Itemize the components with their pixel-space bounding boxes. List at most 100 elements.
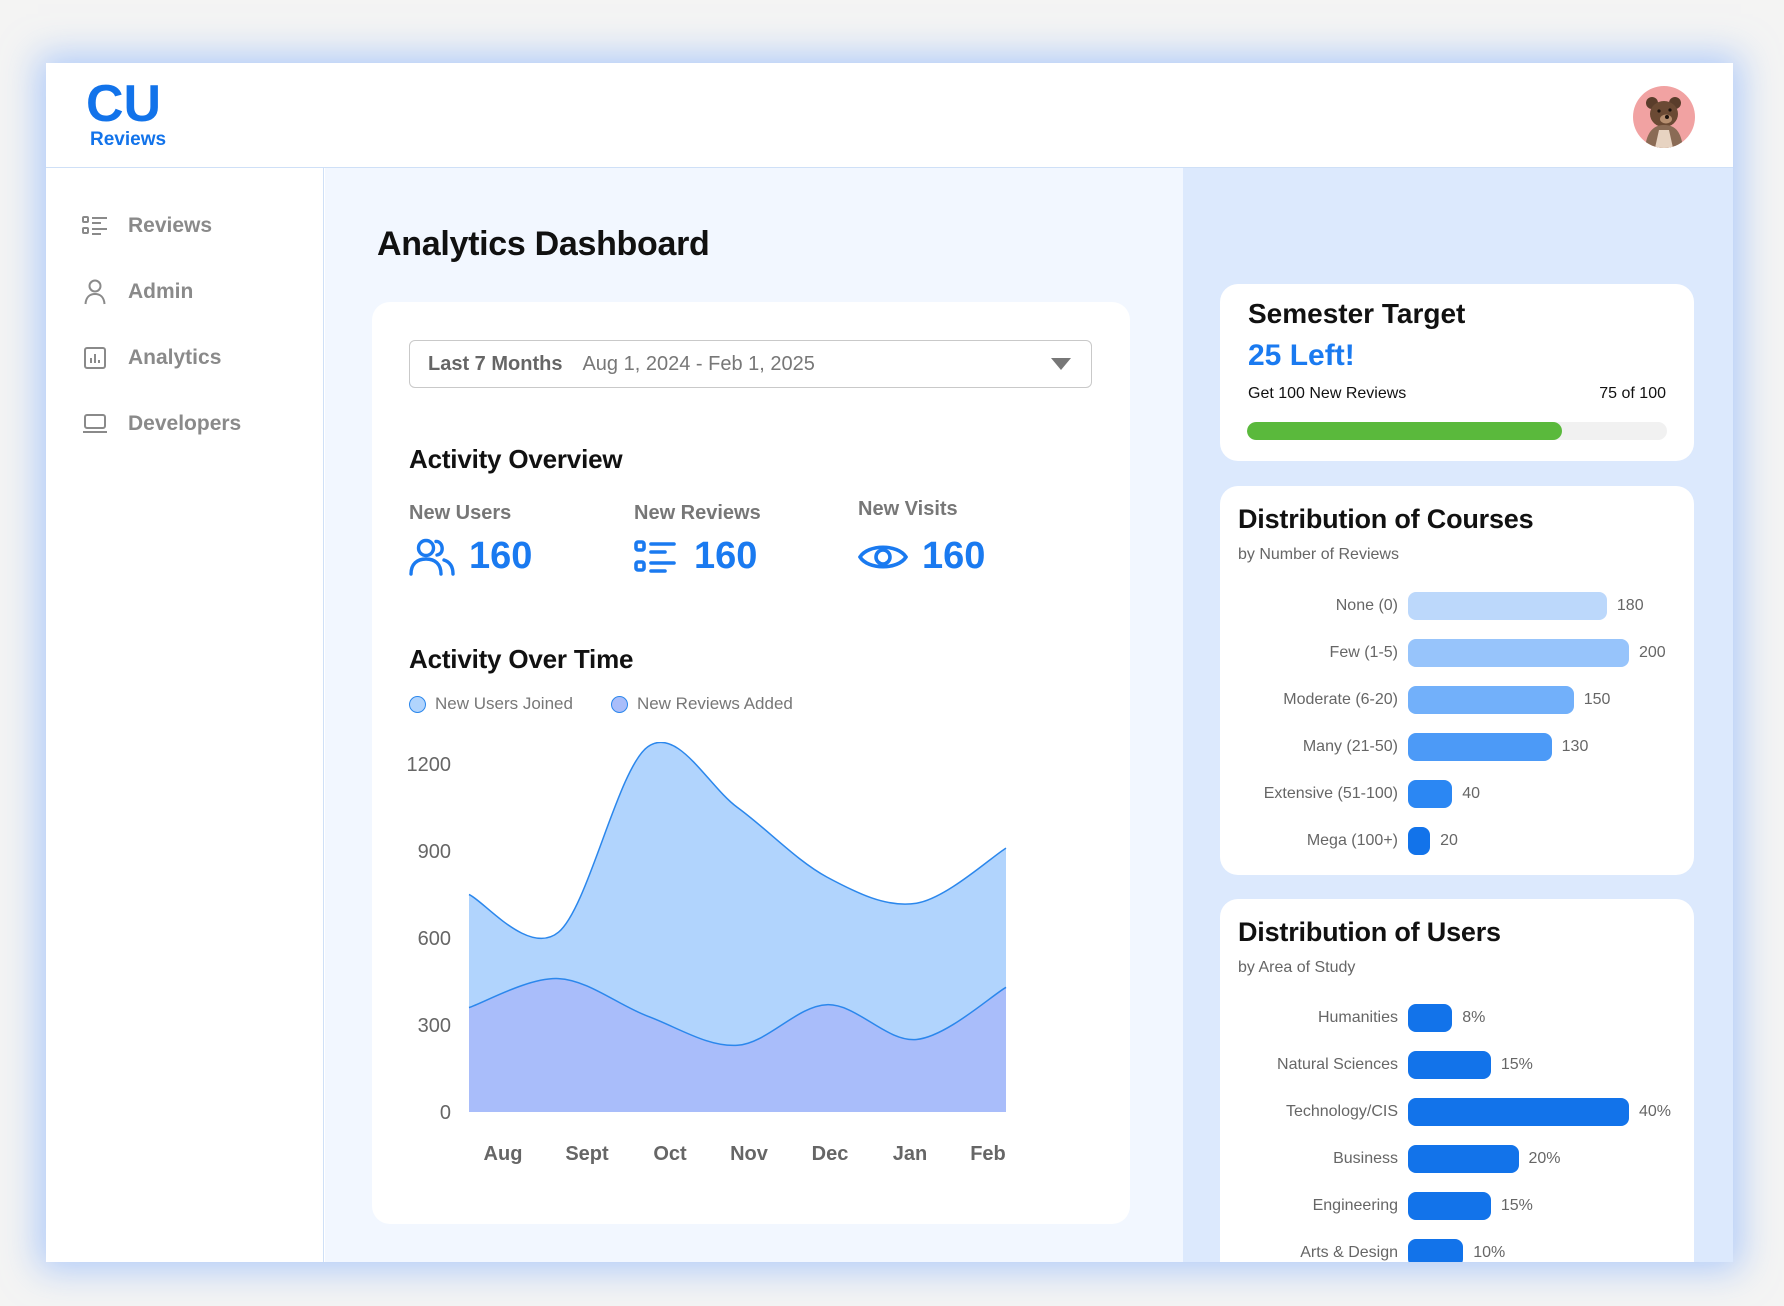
list-icon — [82, 213, 108, 239]
series-line-1 — [468, 977, 1007, 1047]
bar-category-label: Business — [1333, 1150, 1398, 1167]
bar-value-label: 40 — [1462, 785, 1480, 802]
users-chart-subtitle: by Area of Study — [1238, 959, 1356, 976]
bar-category-label: Few (1-5) — [1329, 644, 1398, 661]
bar-row: Moderate (6-20) 150 — [1220, 686, 1694, 716]
bar[interactable] — [1408, 639, 1629, 667]
logo-subtitle: Reviews — [90, 129, 167, 150]
bar-category-label: Natural Sciences — [1277, 1056, 1398, 1073]
bar[interactable] — [1408, 1051, 1491, 1079]
bar-value-label: 150 — [1583, 691, 1611, 708]
main-content: Analytics Dashboard Last 7 Months Aug 1,… — [325, 168, 1183, 1262]
sidebar-item-developers[interactable]: Developers — [82, 409, 241, 439]
x-tick-label: Aug — [484, 1143, 523, 1165]
activity-over-time-title: Activity Over Time — [409, 644, 634, 674]
bar-row: Few (1-5) 200 — [1220, 639, 1694, 669]
date-range-value: Aug 1, 2024 - Feb 1, 2025 — [582, 352, 815, 375]
bar-category-label: Humanities — [1317, 1009, 1398, 1026]
activity-area-chart: 1200 900 600 300 0 Aug Sept Oct Nov Dec Jan Feb — [407, 742, 1007, 1165]
legend-item-reviews[interactable]: New Reviews Added — [610, 694, 793, 714]
bar-category-label: Engineering — [1312, 1197, 1398, 1214]
bar-category-label: Extensive (51-100) — [1263, 785, 1398, 802]
stat-value: 160 — [922, 535, 986, 577]
x-tick-label: Oct — [653, 1143, 687, 1165]
bar-category-label: Moderate (6-20) — [1283, 691, 1398, 708]
stat-new-users: New Users 160 — [409, 502, 532, 578]
x-tick-label: Jan — [893, 1143, 927, 1165]
top-header: CU Reviews — [46, 63, 1733, 168]
bar-category-label: Many (21-50) — [1302, 738, 1398, 755]
courses-chart-subtitle: by Number of Reviews — [1238, 546, 1399, 563]
target-progress-text: 75 of 100 — [1599, 385, 1666, 402]
app-window: CU Reviews Reviews — [46, 63, 1733, 1262]
stat-new-reviews: New Reviews 160 — [634, 502, 761, 578]
y-tick-label: 0 — [440, 1102, 451, 1124]
sidebar-item-analytics[interactable]: Analytics — [82, 343, 221, 373]
bar-row: Extensive (51-100) 40 — [1220, 780, 1694, 810]
bar-value-label: 180 — [1616, 597, 1644, 614]
x-tick-label: Sept — [565, 1143, 609, 1165]
courses-chart-title: Distribution of Courses — [1238, 504, 1534, 534]
chart-legend: New Users Joined New Reviews Added — [409, 694, 831, 714]
bar[interactable] — [1408, 1098, 1629, 1126]
bar-row: None (0) 180 — [1220, 592, 1694, 622]
bar-category-label: Mega (100+) — [1306, 832, 1398, 849]
bar[interactable] — [1408, 1239, 1464, 1262]
user-avatar[interactable] — [1633, 86, 1695, 148]
bar[interactable] — [1408, 780, 1453, 808]
activity-card: Last 7 Months Aug 1, 2024 - Feb 1, 2025 … — [372, 302, 1130, 1224]
bar-row: Natural Sciences 15% — [1220, 1051, 1694, 1081]
legend-label: New Users Joined — [435, 694, 573, 713]
svg-text:CU: CU — [86, 79, 161, 129]
bar[interactable] — [1408, 1192, 1491, 1220]
page-title: Analytics Dashboard — [377, 225, 710, 263]
target-progress-fill — [1247, 422, 1562, 440]
legend-item-users[interactable]: New Users Joined — [409, 694, 573, 714]
app-logo[interactable]: CU Reviews — [86, 79, 176, 154]
stat-value: 160 — [694, 535, 758, 577]
users-icon — [409, 537, 455, 577]
distribution-users-card: Distribution of Users by Area of Study H… — [1220, 899, 1694, 1262]
x-tick-label: Nov — [730, 1143, 769, 1165]
bar[interactable] — [1408, 733, 1552, 761]
legend-label: New Reviews Added — [636, 694, 793, 713]
bar[interactable] — [1408, 686, 1574, 714]
sidebar-item-label: Reviews — [128, 214, 213, 237]
bar[interactable] — [1408, 1004, 1453, 1032]
date-range-select[interactable]: Last 7 Months Aug 1, 2024 - Feb 1, 2025 — [409, 340, 1092, 388]
caret-down-icon[interactable] — [1051, 358, 1071, 370]
y-tick-label: 600 — [418, 928, 451, 950]
stat-label: New Reviews — [634, 502, 761, 524]
user-icon — [82, 279, 108, 305]
laptop-icon — [82, 411, 108, 437]
sidebar-item-label: Admin — [128, 280, 194, 303]
eye-icon — [858, 537, 908, 577]
activity-overview-title: Activity Overview — [409, 444, 623, 474]
sidebar: Reviews Admin Analytics Developers — [46, 168, 324, 1262]
bar-row: Technology/CIS 40% — [1220, 1098, 1694, 1128]
right-panel: Semester Target 25 Left! Get 100 New Rev… — [1183, 168, 1733, 1262]
x-tick-label: Dec — [812, 1143, 849, 1165]
sidebar-item-label: Analytics — [128, 346, 222, 369]
bear-avatar-icon — [1645, 97, 1683, 148]
bar-category-label: Arts & Design — [1300, 1244, 1398, 1261]
bar-row: Business 20% — [1220, 1145, 1694, 1175]
bar[interactable] — [1408, 1145, 1519, 1173]
stat-value: 160 — [469, 535, 533, 577]
bar-row: Arts & Design 10% — [1220, 1239, 1694, 1262]
sidebar-item-reviews[interactable]: Reviews — [82, 211, 212, 241]
target-remaining: 25 Left! — [1248, 339, 1355, 372]
y-tick-label: 900 — [418, 841, 451, 863]
bar[interactable] — [1408, 592, 1607, 620]
y-tick-label: 300 — [418, 1015, 451, 1037]
users-chart-title: Distribution of Users — [1238, 917, 1501, 947]
stat-label: New Visits — [858, 498, 958, 520]
bar[interactable] — [1408, 827, 1431, 855]
stat-new-visits: New Visits 160 — [858, 498, 985, 578]
y-tick-label: 1200 — [407, 754, 452, 776]
bar-value-label: 8% — [1462, 1009, 1486, 1026]
sidebar-item-admin[interactable]: Admin — [82, 277, 193, 307]
bar-row: Many (21-50) 130 — [1220, 733, 1694, 763]
date-range-label: Last 7 Months — [428, 352, 563, 375]
bar-row: Mega (100+) 20 — [1220, 827, 1694, 857]
